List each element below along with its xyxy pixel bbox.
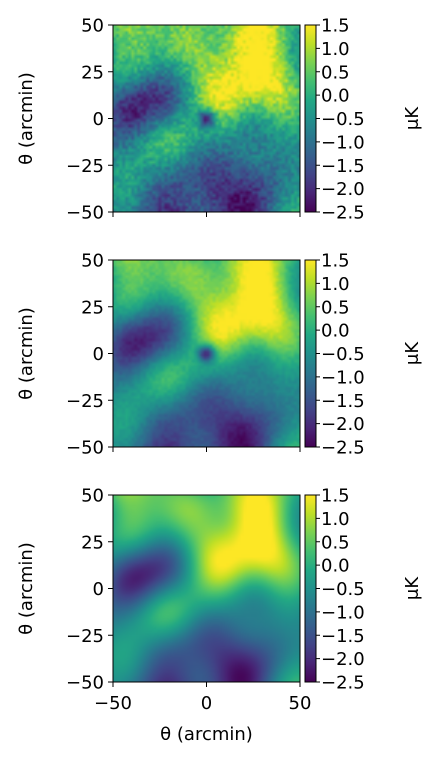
panel-3: 50 25 0 −25 −50−50 0 50 θ (arcmin) θ (arcmin) 1.5… [16,486,423,746]
heatmap-image [113,25,300,212]
colorbar-tick-label: −2.0 [321,649,365,670]
colorbar-tick-label: −1.0 [321,602,365,623]
colorbar-tick-label: 0.5 [321,297,350,318]
y-tick-label: 50 [81,16,104,37]
heatmap-image [113,495,300,682]
colorbar-label: μK [402,576,423,600]
colorbar [304,259,317,448]
colorbar-label: μK [402,341,423,365]
x-tick-label: 50 [289,693,312,714]
x-tick-label: −50 [94,693,132,714]
colorbar-tick-label: −2.5 [321,203,365,224]
colorbar-tick-label: 1.5 [321,16,350,37]
y-tick-label: 0 [93,344,104,365]
colorbar-tick-label: −2.0 [321,179,365,200]
y-tick-label: 50 [81,486,104,507]
colorbar-tick-label: 0.0 [321,86,350,107]
colorbar-tick-label: −1.5 [321,391,365,412]
x-axis-label: θ (arcmin) [160,724,253,745]
colorbar-label: μK [402,106,423,130]
colorbar-tick-label: 0.5 [321,62,350,83]
colorbar [304,24,317,213]
colorbar-tick-label: −2.5 [321,673,365,694]
y-tick-label: 0 [93,579,104,600]
y-axis-label: θ (arcmin) [16,307,37,400]
y-tick-label: −50 [66,203,104,224]
y-tick-label: 0 [93,109,104,130]
colorbar-tick-label: −0.5 [321,344,365,365]
colorbar-tick-label: 0.0 [321,556,350,577]
colorbar-tick-label: −1.0 [321,132,365,153]
colorbar-tick-label: 1.5 [321,486,350,507]
y-tick-label: 25 [81,62,104,83]
y-tick-label: 50 [81,251,104,272]
colorbar-tick-label: −0.5 [321,579,365,600]
x-tick-label: 0 [201,693,212,714]
y-axis-label: θ (arcmin) [16,72,37,165]
y-tick-label: −50 [66,438,104,459]
y-tick-label: −50 [66,673,104,694]
colorbar-tick-label: 1.0 [321,509,350,530]
colorbar-tick-label: −1.5 [321,156,365,177]
colorbar-tick-label: −2.0 [321,414,365,435]
y-tick-label: −25 [66,156,104,177]
y-tick-label: −25 [66,391,104,412]
y-tick-label: 25 [81,297,104,318]
colorbar-tick-label: −1.5 [321,626,365,647]
heatmap-image [113,260,300,447]
colorbar-tick-label: 0.0 [321,321,350,342]
y-axis-label: θ (arcmin) [16,542,37,635]
colorbar-tick-label: −2.5 [321,438,365,459]
colorbar-tick-label: 0.5 [321,532,350,553]
colorbar-tick-label: 1.5 [321,251,350,272]
y-tick-label: −25 [66,626,104,647]
colorbar [304,494,317,683]
colorbar-tick-label: −0.5 [321,109,365,130]
colorbar-tick-label: −1.0 [321,367,365,388]
y-tick-label: 25 [81,532,104,553]
colorbar-tick-label: 1.0 [321,39,350,60]
colorbar-tick-label: 1.0 [321,274,350,295]
